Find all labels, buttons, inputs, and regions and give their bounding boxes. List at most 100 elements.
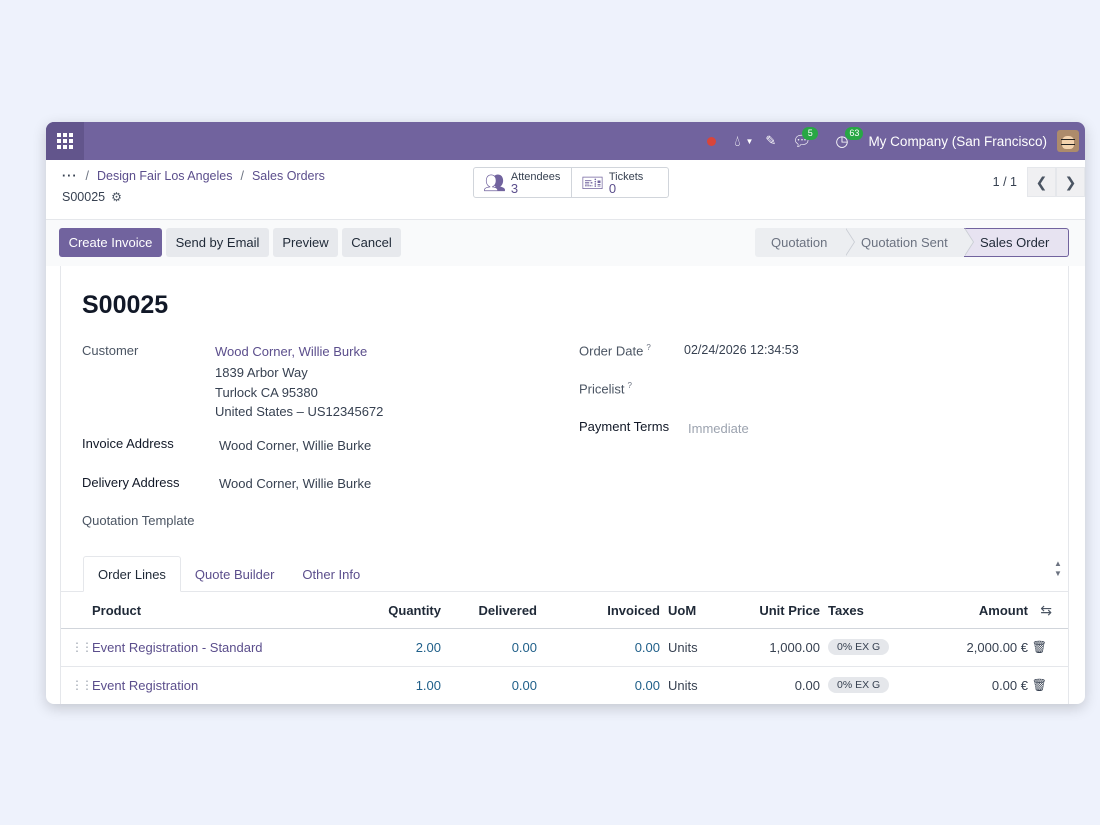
pager: 1 / 1 ❮ ❯ xyxy=(993,167,1085,197)
row-invoiced[interactable]: 0.00 xyxy=(634,640,660,655)
attendees-smart-button[interactable]: 👥︎ Attendees 3 xyxy=(474,168,571,197)
edit-mode-button[interactable]: ✎ xyxy=(765,122,776,160)
col-amount[interactable]: Amount xyxy=(978,603,1028,618)
pager-value[interactable]: 1 / 1 xyxy=(992,175,1017,189)
row-product[interactable]: Event Registration xyxy=(92,678,199,693)
gear-icon[interactable]: ⚙ xyxy=(111,190,122,204)
user-avatar[interactable] xyxy=(1057,130,1079,152)
ticket-icon: 🎫︎ xyxy=(581,172,604,193)
stage-quotation-sent[interactable]: Quotation Sent xyxy=(845,228,974,257)
quotation-template-label: Quotation Template xyxy=(82,513,195,528)
tax-badge[interactable]: 0% EX G xyxy=(828,639,890,655)
breadcrumb-item-sales-orders[interactable]: Sales Orders xyxy=(251,169,325,183)
help-tooltip-icon[interactable]: ? xyxy=(646,343,651,352)
row-uom[interactable]: Units xyxy=(668,640,698,655)
caret-down-icon: ▼ xyxy=(745,136,754,146)
drag-handle-icon[interactable]: ⋮⋮ xyxy=(71,640,93,654)
col-quantity[interactable]: Quantity xyxy=(388,603,441,618)
record-dot-icon xyxy=(707,136,717,146)
form-sheet: S00025 Customer Wood Corner, Willie Burk… xyxy=(60,266,1069,704)
customer-city: Turlock CA 95380 xyxy=(215,385,318,400)
row-amount: 2,000.00 € xyxy=(966,640,1028,655)
row-amount: 0.00 € xyxy=(991,678,1028,693)
customer-label: Customer xyxy=(82,343,139,358)
delivery-address-field[interactable]: Wood Corner, Willie Burke xyxy=(219,476,372,491)
pencil-icon: ✎ xyxy=(765,133,777,148)
col-delivered[interactable]: Delivered xyxy=(478,603,537,618)
chat-count-badge: 5 xyxy=(802,127,819,140)
caret-up-icon: ▲ xyxy=(1054,559,1062,568)
trash-icon[interactable]: 🗑︎ xyxy=(1031,640,1047,654)
table-row[interactable]: ⋮⋮ Event Registration - Standard 2.00 0.… xyxy=(61,629,1068,667)
payment-terms-label: Payment Terms xyxy=(579,419,670,434)
delivery-address-label: Delivery Address xyxy=(82,475,180,490)
order-date-field[interactable]: 02/24/2026 12:34:53 xyxy=(684,343,799,357)
customer-link[interactable]: Wood Corner, Willie Burke xyxy=(215,344,368,359)
invoice-address-field[interactable]: Wood Corner, Willie Burke xyxy=(219,438,372,453)
customer-street: 1839 Arbor Way xyxy=(215,365,308,380)
row-invoiced[interactable]: 0.00 xyxy=(634,678,660,693)
col-unit-price[interactable]: Unit Price xyxy=(759,603,820,618)
col-taxes[interactable]: Taxes xyxy=(828,603,864,618)
col-product[interactable]: Product xyxy=(92,603,142,618)
send-by-email-button[interactable]: Send by Email xyxy=(166,228,269,257)
stage-sales-order[interactable]: Sales Order xyxy=(964,228,1069,257)
invoice-address-label: Invoice Address xyxy=(82,436,174,451)
preview-button[interactable]: Preview xyxy=(273,228,338,257)
company-switcher[interactable]: My Company (San Francisco) xyxy=(868,133,1047,149)
trash-icon[interactable]: 🗑︎ xyxy=(1031,678,1047,692)
pager-next-button[interactable]: ❯ xyxy=(1056,167,1085,197)
col-invoiced[interactable]: Invoiced xyxy=(607,603,660,618)
order-lines-header: Product Quantity Delivered Invoiced UoM … xyxy=(61,592,1068,629)
breadcrumb-overflow-button[interactable]: ··· xyxy=(62,169,78,183)
customer-country-vat: United States – US12345672 xyxy=(215,404,384,419)
top-navbar: 💧︎ ▼ ✎ 💬︎ 5 ◷ 63 My Company (San Francisc… xyxy=(46,122,1085,160)
form-statusbar: Create Invoice Send by Email Preview Can… xyxy=(46,220,1085,266)
tab-order-lines[interactable]: Order Lines xyxy=(83,556,181,592)
caret-down-icon: ▼ xyxy=(1054,569,1062,578)
breadcrumb-item-event[interactable]: Design Fair Los Angeles xyxy=(96,169,233,183)
pricelist-label: Pricelist? xyxy=(579,381,632,397)
breadcrumb-separator: / xyxy=(85,169,89,183)
drag-handle-icon[interactable]: ⋮⋮ xyxy=(71,678,93,692)
stage-quotation[interactable]: Quotation xyxy=(755,228,855,257)
scroll-indicator[interactable]: ▲ ▼ xyxy=(1054,559,1062,579)
pager-previous-button[interactable]: ❮ xyxy=(1027,167,1056,197)
help-tooltip-icon[interactable]: ? xyxy=(627,381,632,390)
row-quantity[interactable]: 1.00 xyxy=(415,678,441,693)
payment-terms-field[interactable]: Immediate xyxy=(688,421,749,436)
smart-buttons: 👥︎ Attendees 3 🎫︎ Tickets 0 xyxy=(473,167,669,198)
tab-quote-builder[interactable]: Quote Builder xyxy=(194,566,275,582)
clock-icon: ◷ xyxy=(835,133,849,150)
tab-other-info[interactable]: Other Info xyxy=(302,566,361,582)
tickets-smart-button[interactable]: 🎫︎ Tickets 0 xyxy=(571,168,668,197)
tickets-count: 0 xyxy=(608,180,617,196)
page-title: S00025 xyxy=(82,291,169,319)
debug-menu[interactable]: 💧︎ ▼ xyxy=(734,122,753,160)
activity-menu[interactable]: ◷ 63 xyxy=(835,122,864,160)
row-uom[interactable]: Units xyxy=(668,678,698,693)
navbar-systray: 💧︎ ▼ ✎ 💬︎ 5 ◷ 63 My Company (San Francisc… xyxy=(707,122,1085,160)
table-row[interactable]: ⋮⋮ Event Registration 1.00 0.00 0.00 Uni… xyxy=(61,667,1068,704)
chevron-left-icon: ❮ xyxy=(1035,173,1048,190)
tax-badge[interactable]: 0% EX G xyxy=(828,677,890,693)
apps-menu-button[interactable] xyxy=(46,122,84,160)
row-delivered[interactable]: 0.00 xyxy=(511,640,537,655)
row-unit-price[interactable]: 0.00 xyxy=(794,678,820,693)
column-settings-icon[interactable]: ⇆ xyxy=(1040,602,1052,618)
grid-icon xyxy=(57,133,73,149)
row-product[interactable]: Event Registration - Standard xyxy=(92,640,263,655)
row-delivered[interactable]: 0.00 xyxy=(511,678,537,693)
tickets-label: Tickets xyxy=(608,170,644,183)
stage-label: Sales Order xyxy=(980,235,1050,250)
create-invoice-button[interactable]: Create Invoice xyxy=(59,228,162,257)
col-uom[interactable]: UoM xyxy=(668,603,697,618)
messaging-menu[interactable]: 💬︎ 5 xyxy=(792,122,819,160)
row-quantity[interactable]: 2.00 xyxy=(415,640,441,655)
status-pipeline: Quotation Quotation Sent Sales Order xyxy=(755,228,1069,257)
row-unit-price[interactable]: 1,000.00 xyxy=(769,640,820,655)
control-panel: ··· / Design Fair Los Angeles / Sales Or… xyxy=(46,160,1085,220)
recording-indicator[interactable] xyxy=(707,122,734,160)
cancel-button[interactable]: Cancel xyxy=(342,228,401,257)
stage-label: Quotation xyxy=(771,235,828,250)
